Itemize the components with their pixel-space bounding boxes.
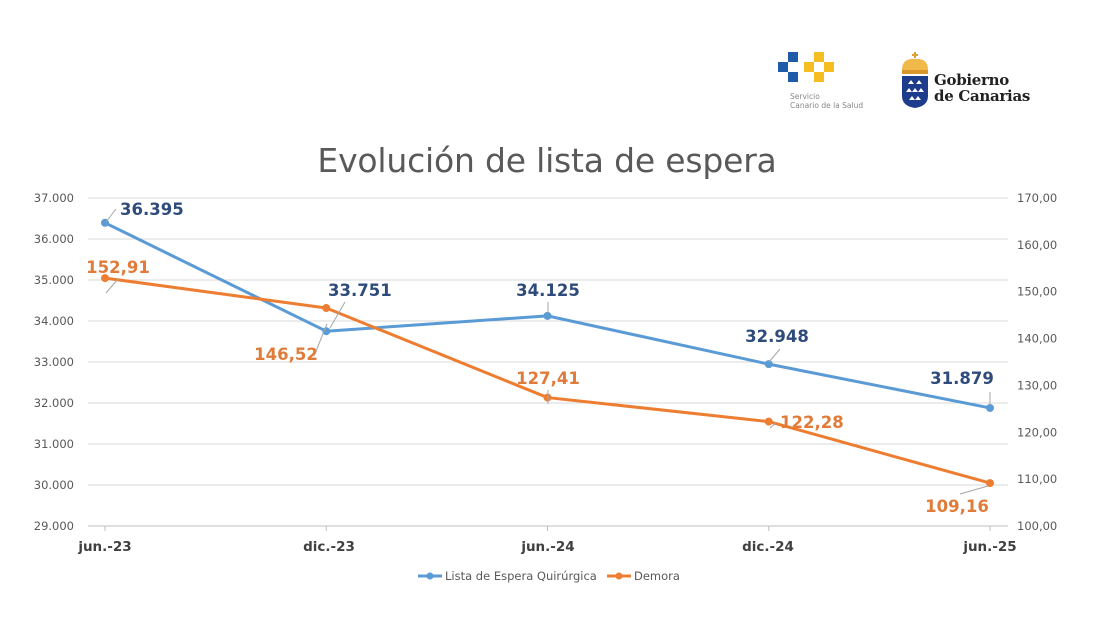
data-label: 127,41	[516, 369, 580, 388]
y-right-tick-label: 170,00	[1017, 191, 1057, 205]
gridlines	[88, 197, 1008, 527]
y-right-tick-label: 110,00	[1017, 472, 1057, 486]
label-leader-line	[329, 301, 346, 329]
label-leader-line	[105, 278, 119, 294]
x-tick-label: jun.-24	[520, 539, 574, 555]
logos: Servicio Canario de la Salud Gobierno de…	[778, 52, 1038, 112]
x-tick-label: jun.-23	[77, 539, 131, 555]
data-point	[101, 274, 109, 283]
axes: 29.000 30.000 31.000 32.000 33.000 34.000 35.0…	[34, 191, 1058, 555]
data-label: 109,16	[925, 497, 989, 516]
data-label: 146,52	[254, 345, 318, 364]
data-point	[543, 311, 552, 320]
y-right-tick-label: 100,00	[1017, 519, 1057, 533]
x-tick-label: dic.-24	[742, 539, 794, 555]
y-right-tick-label: 140,00	[1017, 332, 1057, 346]
y-left-tick-label: 33.000	[34, 355, 74, 369]
data-labels: 36.395 33.751 34.125 32.948 31.879 152,91 146,…	[86, 200, 994, 516]
data-label: 33.751	[328, 281, 392, 300]
data-label: 31.879	[930, 369, 994, 388]
legend-marker-icon	[426, 572, 434, 580]
y-right-tick-label: 150,00	[1017, 285, 1057, 299]
gob-line2: de Canarias	[934, 87, 1031, 105]
data-label: 36.395	[120, 200, 184, 219]
data-label: 34.125	[516, 281, 580, 300]
y-left-tick-label: 32.000	[34, 396, 74, 410]
y-left-tick-label: 37.000	[34, 191, 74, 205]
legend-entry: Demora	[634, 569, 680, 583]
legend-entry: Lista de Espera Quirúrgica	[445, 569, 597, 583]
label-leader-line	[768, 348, 781, 363]
label-leader-line	[959, 485, 989, 495]
label-leader-line	[105, 208, 117, 223]
data-point	[322, 327, 331, 336]
scs-logo-icon	[778, 52, 834, 82]
x-tick-label: dic.-23	[303, 539, 355, 555]
y-left-tick-label: 35.000	[34, 273, 74, 287]
data-point	[764, 417, 773, 426]
y-left-tick-label: 29.000	[34, 519, 74, 533]
data-point	[986, 479, 994, 488]
scs-line1: Servicio	[790, 92, 820, 101]
y-right-tick-label: 160,00	[1017, 238, 1057, 252]
data-label: 122,28	[780, 413, 844, 432]
y-left-tick-label: 30.000	[34, 478, 74, 492]
scs-logo-text: Servicio Canario de la Salud	[790, 92, 863, 110]
x-tick-label: jun.-25	[962, 539, 1016, 555]
label-leader-line	[313, 323, 328, 357]
data-point	[986, 403, 994, 412]
gobierno-logo-text: Gobierno de Canarias	[934, 72, 1030, 104]
data-point	[322, 304, 331, 313]
gob-line1: Gobierno	[934, 71, 1009, 89]
y-left-tick-label: 34.000	[34, 314, 74, 328]
series	[101, 218, 994, 488]
data-label: 152,91	[86, 258, 150, 277]
data-label: 32.948	[745, 327, 809, 346]
coat-of-arms-icon	[902, 52, 928, 108]
chart-title: Evolución de lista de espera	[317, 141, 777, 180]
data-point	[764, 360, 773, 369]
legend: Lista de Espera Quirúrgica Demora	[418, 569, 680, 583]
y-right-tick-label: 130,00	[1017, 378, 1057, 392]
y-right-tick-label: 120,00	[1017, 425, 1057, 439]
label-leader-line	[769, 422, 777, 429]
legend-marker-icon	[615, 572, 623, 580]
y-left-tick-label: 36.000	[34, 232, 74, 246]
y-left-tick-label: 31.000	[34, 437, 74, 451]
scs-line2: Canario de la Salud	[790, 101, 864, 110]
